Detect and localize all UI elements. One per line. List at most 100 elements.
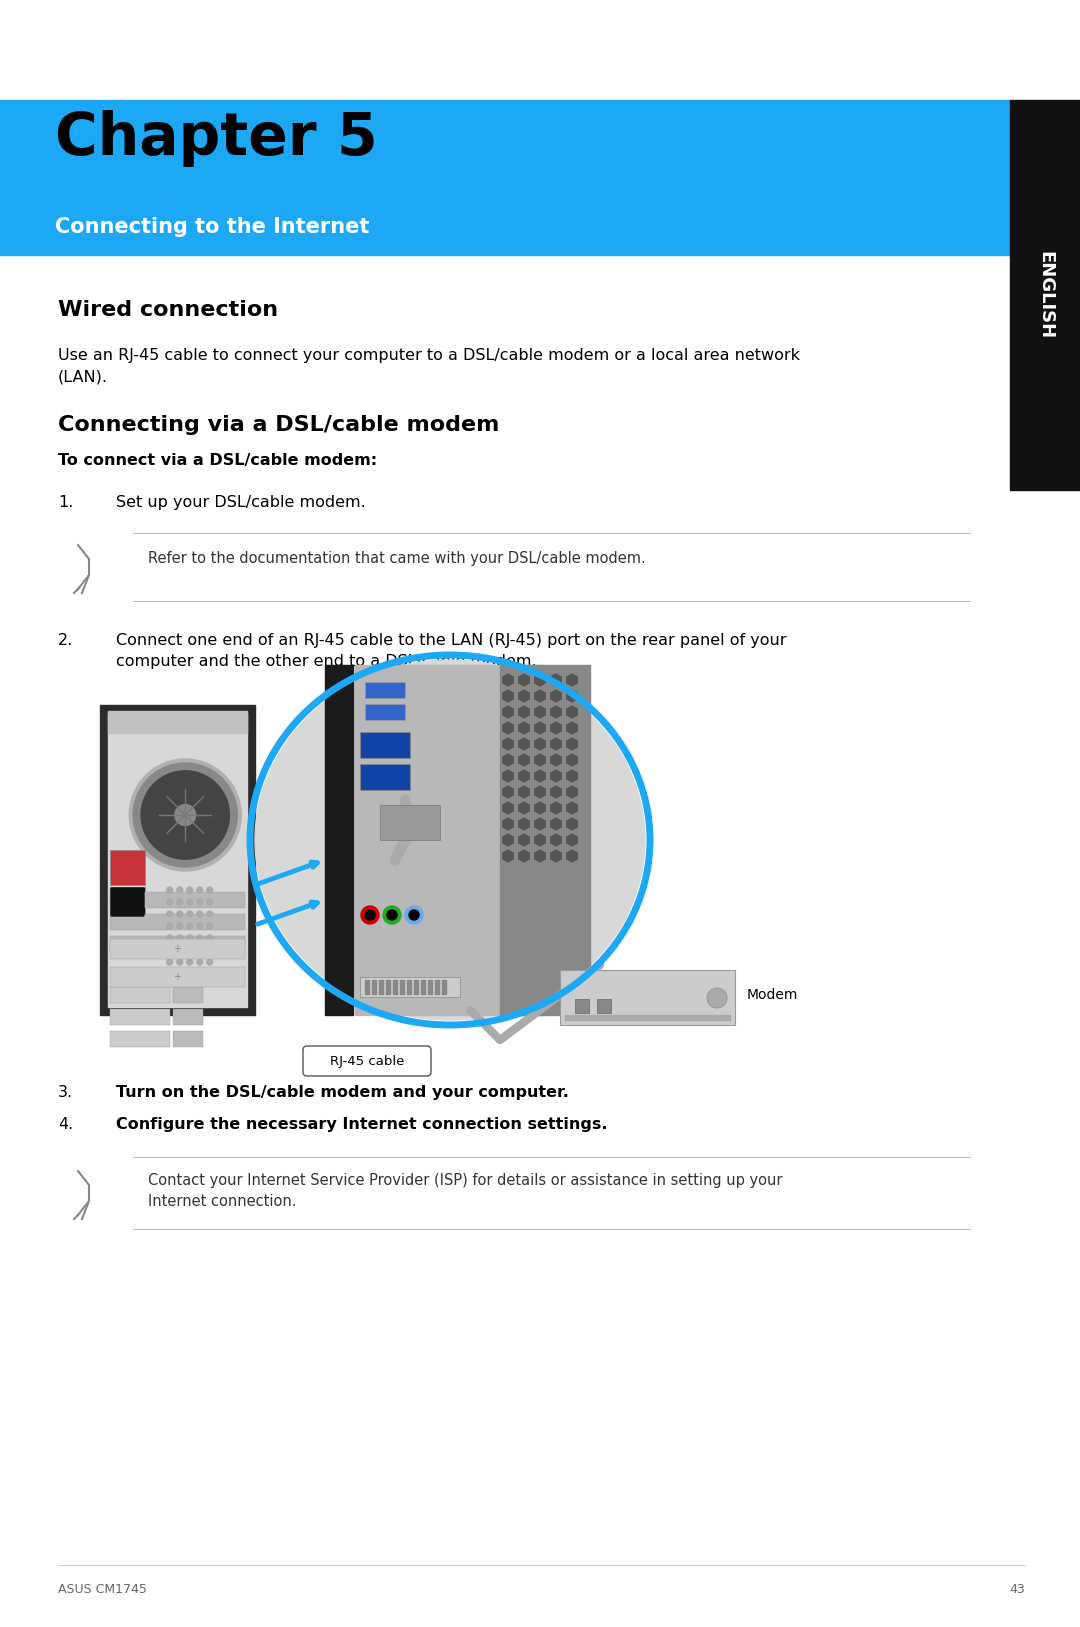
Bar bbox=[365, 704, 405, 721]
Bar bbox=[110, 988, 170, 1002]
Bar bbox=[442, 979, 446, 994]
Bar bbox=[360, 765, 410, 791]
Circle shape bbox=[206, 947, 213, 953]
Circle shape bbox=[187, 911, 192, 918]
Text: 2.: 2. bbox=[58, 633, 73, 648]
Bar bbox=[110, 966, 245, 988]
Circle shape bbox=[405, 906, 423, 924]
Bar bbox=[110, 1032, 170, 1048]
Circle shape bbox=[166, 936, 173, 940]
Text: Connect one end of an RJ-45 cable to the LAN (RJ-45) port on the rear panel of y: Connect one end of an RJ-45 cable to the… bbox=[116, 633, 786, 669]
Circle shape bbox=[141, 771, 229, 859]
Bar bbox=[1010, 99, 1080, 490]
Bar bbox=[360, 732, 410, 758]
Circle shape bbox=[361, 906, 379, 924]
Bar bbox=[575, 999, 589, 1014]
Circle shape bbox=[177, 971, 183, 976]
Circle shape bbox=[197, 923, 203, 929]
Bar bbox=[360, 976, 460, 997]
Bar bbox=[100, 704, 255, 1015]
Circle shape bbox=[166, 958, 173, 965]
Bar bbox=[110, 939, 245, 958]
Text: Refer to the documentation that came with your DSL/cable modem.: Refer to the documentation that came wit… bbox=[148, 552, 646, 566]
Circle shape bbox=[177, 900, 183, 905]
Bar bbox=[365, 979, 369, 994]
Text: +: + bbox=[174, 971, 181, 983]
Circle shape bbox=[177, 947, 183, 953]
Text: 3.: 3. bbox=[58, 1085, 73, 1100]
Text: To connect via a DSL/cable modem:: To connect via a DSL/cable modem: bbox=[58, 452, 377, 469]
Circle shape bbox=[175, 805, 195, 825]
Bar bbox=[108, 711, 247, 734]
Circle shape bbox=[197, 971, 203, 976]
Bar bbox=[380, 805, 440, 840]
FancyBboxPatch shape bbox=[111, 888, 144, 916]
Bar bbox=[110, 914, 245, 931]
Text: 4.: 4. bbox=[58, 1118, 73, 1132]
Text: Contact your Internet Service Provider (ISP) for details or assistance in settin: Contact your Internet Service Provider (… bbox=[148, 1173, 783, 1209]
Bar bbox=[173, 988, 203, 1002]
Circle shape bbox=[166, 900, 173, 905]
Circle shape bbox=[187, 887, 192, 893]
Bar bbox=[325, 665, 353, 1015]
Circle shape bbox=[206, 923, 213, 929]
Circle shape bbox=[383, 906, 401, 924]
Bar bbox=[110, 1009, 170, 1025]
Text: Connecting via a DSL/cable modem: Connecting via a DSL/cable modem bbox=[58, 415, 499, 434]
Circle shape bbox=[177, 911, 183, 918]
Circle shape bbox=[197, 911, 203, 918]
Bar bbox=[407, 979, 411, 994]
Circle shape bbox=[166, 923, 173, 929]
Circle shape bbox=[177, 936, 183, 940]
FancyBboxPatch shape bbox=[303, 1046, 431, 1075]
Bar bbox=[435, 979, 438, 994]
Circle shape bbox=[206, 887, 213, 893]
Circle shape bbox=[177, 923, 183, 929]
Text: Configure the necessary Internet connection settings.: Configure the necessary Internet connect… bbox=[116, 1118, 607, 1132]
Text: 43: 43 bbox=[1009, 1583, 1025, 1596]
Circle shape bbox=[197, 947, 203, 953]
Circle shape bbox=[197, 958, 203, 965]
Circle shape bbox=[387, 909, 397, 919]
Bar bbox=[173, 1032, 203, 1048]
Circle shape bbox=[206, 936, 213, 940]
Bar bbox=[393, 979, 397, 994]
Circle shape bbox=[206, 958, 213, 965]
Circle shape bbox=[187, 947, 192, 953]
Text: Connecting to the Internet: Connecting to the Internet bbox=[55, 216, 369, 238]
Text: ENGLISH: ENGLISH bbox=[1036, 251, 1054, 338]
Bar bbox=[365, 682, 405, 698]
Circle shape bbox=[206, 900, 213, 905]
Circle shape bbox=[166, 971, 173, 976]
Circle shape bbox=[133, 763, 238, 867]
Bar bbox=[110, 849, 145, 885]
Circle shape bbox=[187, 971, 192, 976]
Bar bbox=[173, 1009, 203, 1025]
Circle shape bbox=[166, 911, 173, 918]
Bar bbox=[386, 979, 390, 994]
Circle shape bbox=[187, 923, 192, 929]
Circle shape bbox=[206, 971, 213, 976]
Circle shape bbox=[187, 900, 192, 905]
Text: Turn on the DSL/cable modem and your computer.: Turn on the DSL/cable modem and your com… bbox=[116, 1085, 569, 1100]
Bar bbox=[379, 979, 383, 994]
Circle shape bbox=[365, 909, 375, 919]
Bar bbox=[421, 979, 426, 994]
Ellipse shape bbox=[255, 661, 645, 1020]
Bar bbox=[500, 665, 590, 1015]
Text: RJ-45 cable: RJ-45 cable bbox=[329, 1054, 404, 1067]
Circle shape bbox=[197, 936, 203, 940]
Bar bbox=[355, 665, 545, 1015]
Text: Modem: Modem bbox=[747, 988, 798, 1002]
Bar bbox=[414, 979, 418, 994]
Circle shape bbox=[409, 909, 419, 919]
Circle shape bbox=[187, 958, 192, 965]
Text: Wired connection: Wired connection bbox=[58, 299, 279, 321]
Bar bbox=[400, 979, 404, 994]
Bar bbox=[597, 999, 611, 1014]
Circle shape bbox=[177, 958, 183, 965]
Circle shape bbox=[197, 887, 203, 893]
Circle shape bbox=[177, 887, 183, 893]
Bar bbox=[372, 979, 376, 994]
Bar bbox=[110, 936, 245, 952]
